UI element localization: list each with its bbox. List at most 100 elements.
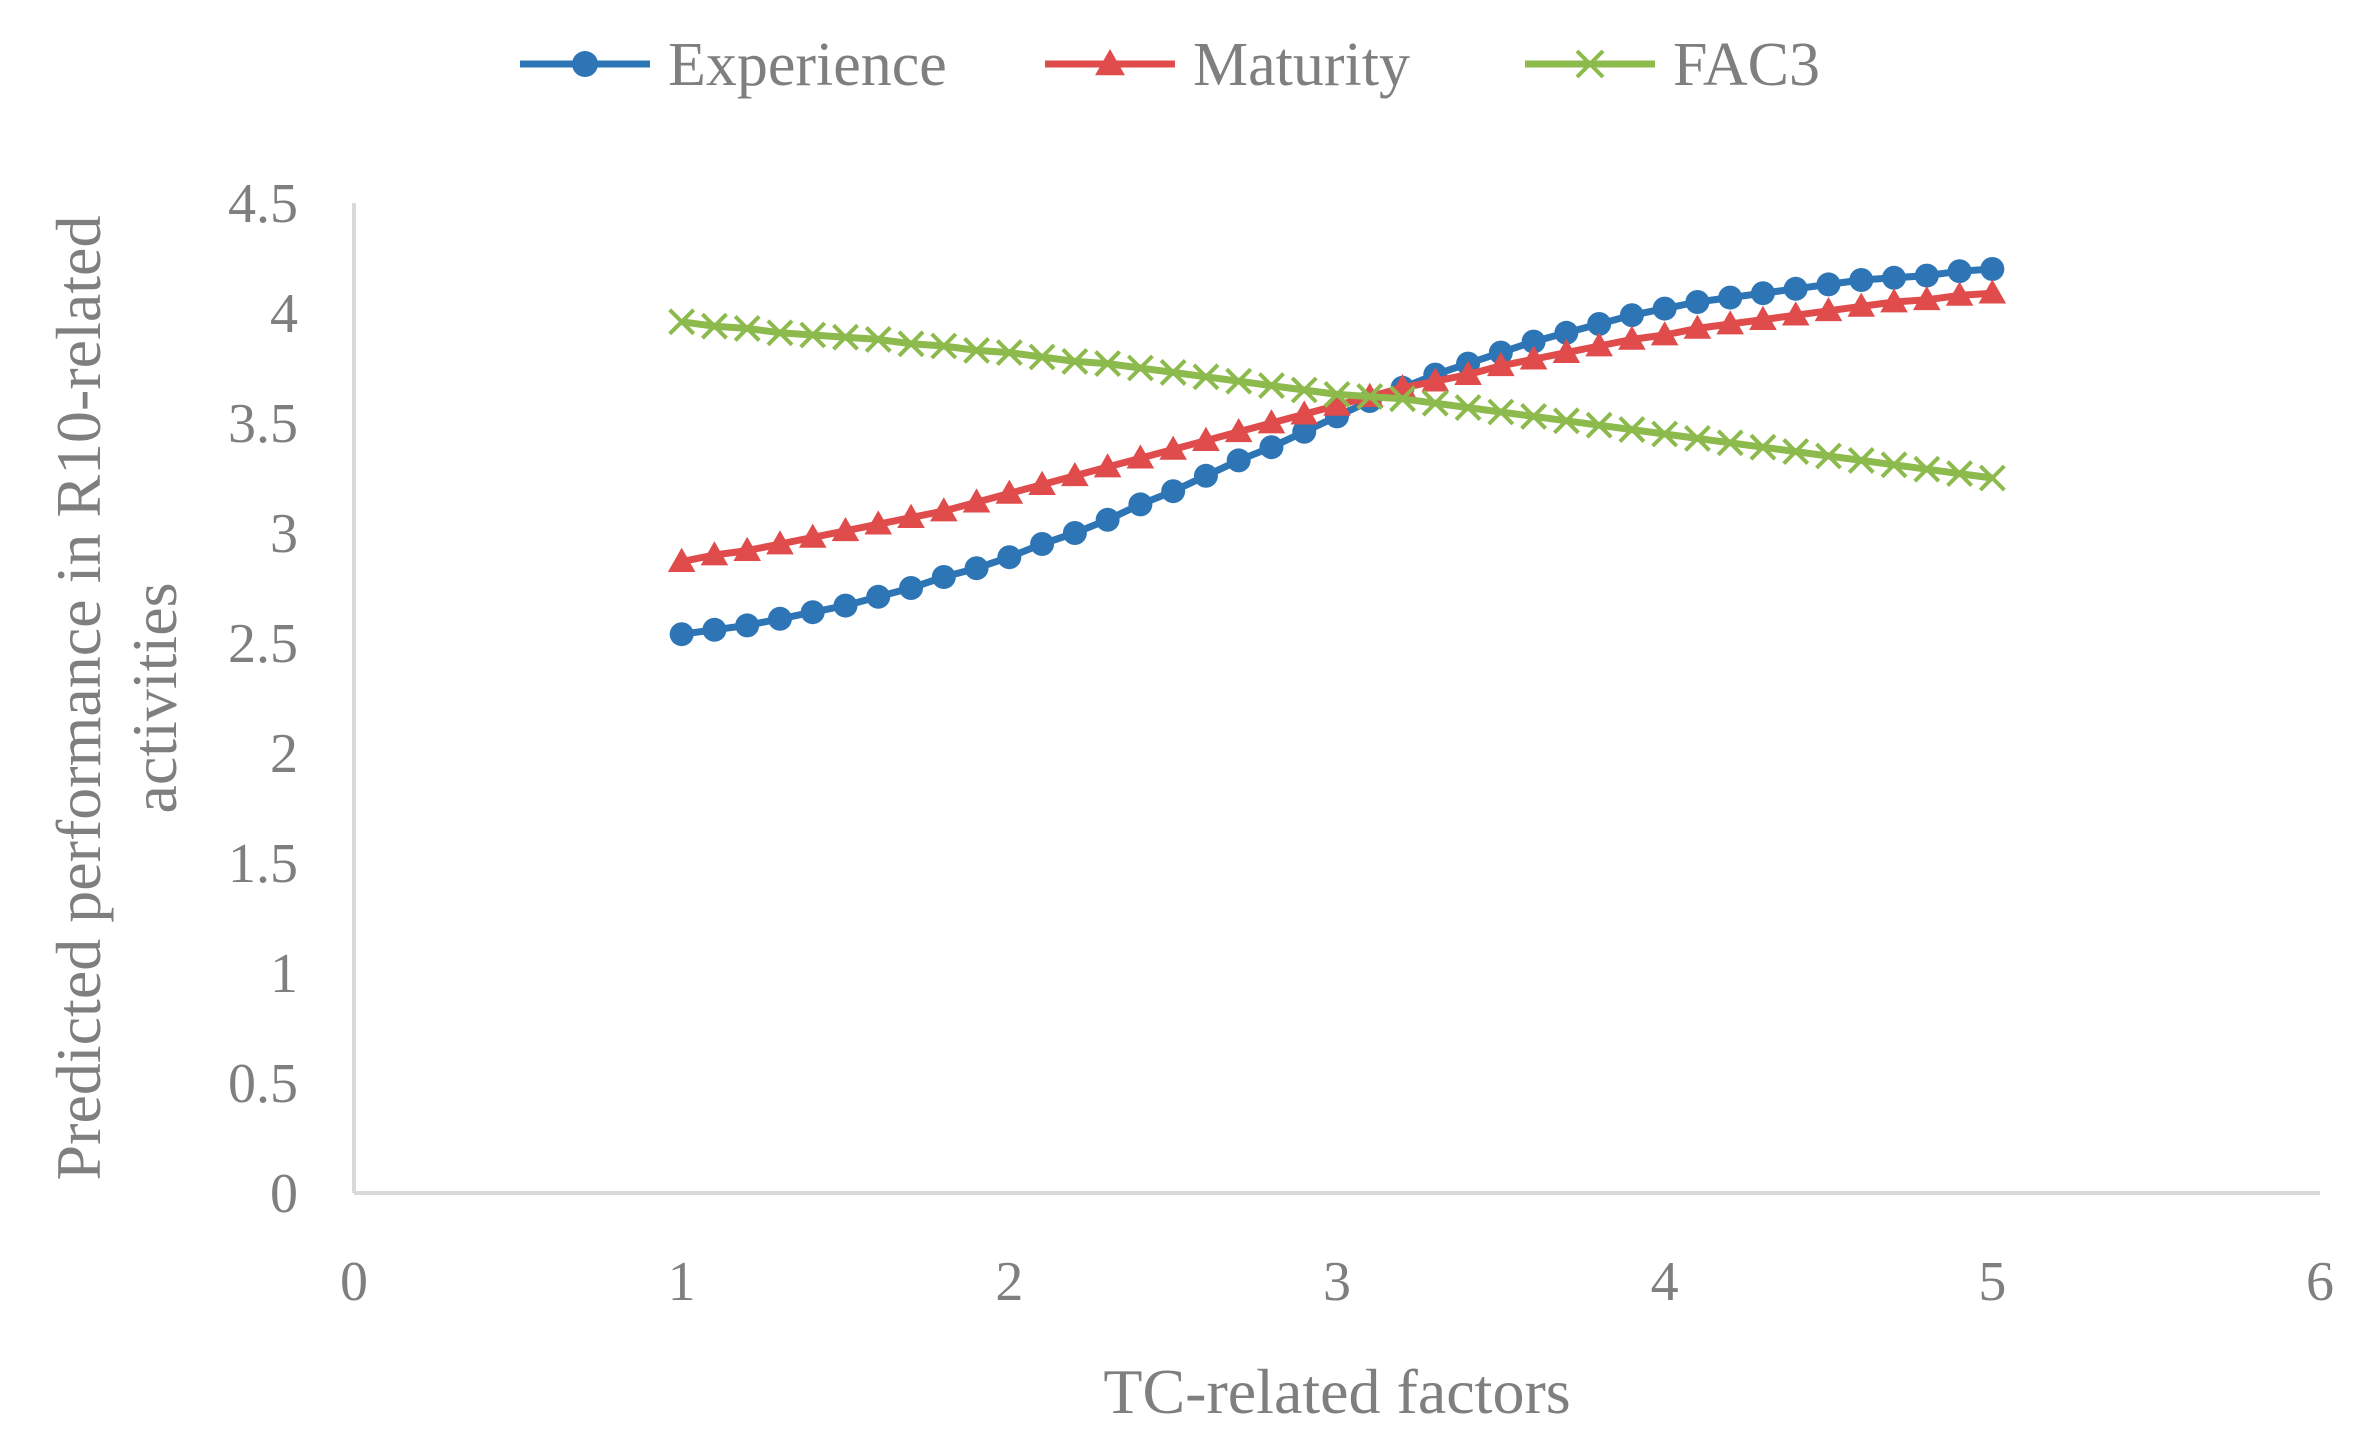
legend-item-maturity: Maturity [1045,31,1410,99]
data-point-fac3 [930,332,958,360]
data-point-maturity [1126,444,1155,469]
legend-item-experience: Experience [520,31,947,99]
data-point-experience [899,576,924,600]
data-point-fac3 [1290,376,1318,404]
data-point-fac3 [1815,442,1842,470]
data-point-maturity [962,488,991,513]
y-tick-label: 3 [270,503,298,565]
x-axis-title: TC-related factors [1103,1356,1570,1427]
data-point-fac3 [733,314,761,342]
data-point-fac3 [1028,343,1056,371]
data-point-maturity [1683,314,1712,339]
y-axis-title: Predicted performance in R10-related act… [43,216,190,1181]
data-point-experience [1292,419,1317,444]
x-tick-label: 0 [340,1251,368,1313]
data-point-maturity [1421,367,1450,392]
data-point-fac3 [995,339,1023,367]
x-tick-label: 3 [1323,1251,1351,1313]
legend-label: Experience [668,31,947,99]
data-point-fac3 [766,319,794,347]
data-point-maturity [1519,345,1548,370]
data-point-maturity [831,517,860,542]
data-point-maturity [1159,435,1187,460]
data-point-experience [866,584,891,609]
data-point-maturity [1093,453,1122,478]
data-point-experience [1030,532,1055,556]
data-point-experience [997,545,1022,570]
data-point-experience [1128,492,1153,517]
legend-marker [572,51,598,77]
y-tick-label: 0 [270,1163,298,1225]
data-point-fac3 [1749,433,1777,461]
data-point-experience [1980,257,2005,281]
data-point-experience [833,593,858,618]
x-tick-label: 5 [1978,1251,2006,1313]
data-point-maturity [733,536,761,561]
x-tick-labels: 0 1 2 3 4 5 6 [340,1251,2334,1313]
data-point-maturity [1257,409,1286,434]
legend-label: FAC3 [1673,31,1820,99]
data-point-fac3 [1159,358,1187,386]
y-tick-label: 0.5 [228,1053,298,1115]
data-point-maturity [1192,426,1220,451]
y-tick-label: 4.5 [228,173,298,235]
data-point-experience [1947,259,1972,284]
x-tick-label: 6 [2306,1251,2334,1313]
data-point-experience [1652,296,1677,321]
y-tick-label: 1.5 [228,833,298,895]
data-point-maturity [1323,391,1351,416]
x-tick-label: 4 [1651,1251,1679,1313]
legend-label: Maturity [1193,31,1410,99]
series-experience [669,257,2005,647]
data-point-experience [1718,285,1743,310]
data-point-fac3 [1782,438,1810,466]
data-point-maturity [930,497,958,522]
data-point-maturity [1585,332,1613,357]
data-point-maturity [1781,301,1810,326]
data-point-fac3 [668,308,696,336]
data-point-maturity [1847,292,1876,317]
data-point-experience [702,617,727,642]
series-maturity [667,279,2007,572]
data-point-maturity [1716,310,1744,335]
data-point-experience [669,622,694,647]
data-point-experience [1914,263,1939,288]
data-point-maturity [1618,325,1646,350]
legend-marker [1095,49,1125,76]
series-fac3 [668,308,2006,492]
data-point-maturity [1978,279,2007,304]
data-point-fac3 [1520,402,1548,430]
data-point-experience [1095,507,1120,532]
legend-marker [1575,49,1605,79]
data-point-experience [1587,312,1612,336]
data-point-fac3 [1585,411,1613,439]
data-point-fac3 [1389,385,1416,413]
data-point-experience [1783,276,1808,301]
data-point-fac3 [1978,464,2006,492]
data-point-experience [1062,521,1087,545]
y-tick-labels: 0 0.5 1 1.5 2 2.5 3 3.5 4 4.5 [228,173,298,1225]
data-point-fac3 [1454,394,1482,422]
y-tick-label: 2.5 [228,613,298,675]
data-point-experience [767,606,792,631]
data-point-maturity [897,503,925,528]
data-point-fac3 [1061,347,1089,375]
data-point-experience [1750,281,1775,306]
data-point-experience [1816,272,1841,297]
data-point-experience [1849,268,1874,292]
data-point-maturity [1749,305,1777,330]
axes [352,203,2320,1195]
data-point-fac3 [1258,372,1285,400]
data-point-maturity [1913,286,1941,311]
data-point-maturity [1454,360,1482,385]
data-point-experience [1554,320,1579,345]
data-point-fac3 [1946,460,1973,488]
data-point-fac3 [1094,350,1122,378]
y-axis-title-line-1: Predicted performance in R10-related [43,216,114,1181]
data-point-maturity [798,523,827,548]
data-point-experience [1226,448,1251,473]
data-point-experience [931,565,956,589]
series-group [667,257,2007,647]
data-point-experience [964,556,989,581]
data-point-fac3 [963,336,990,364]
